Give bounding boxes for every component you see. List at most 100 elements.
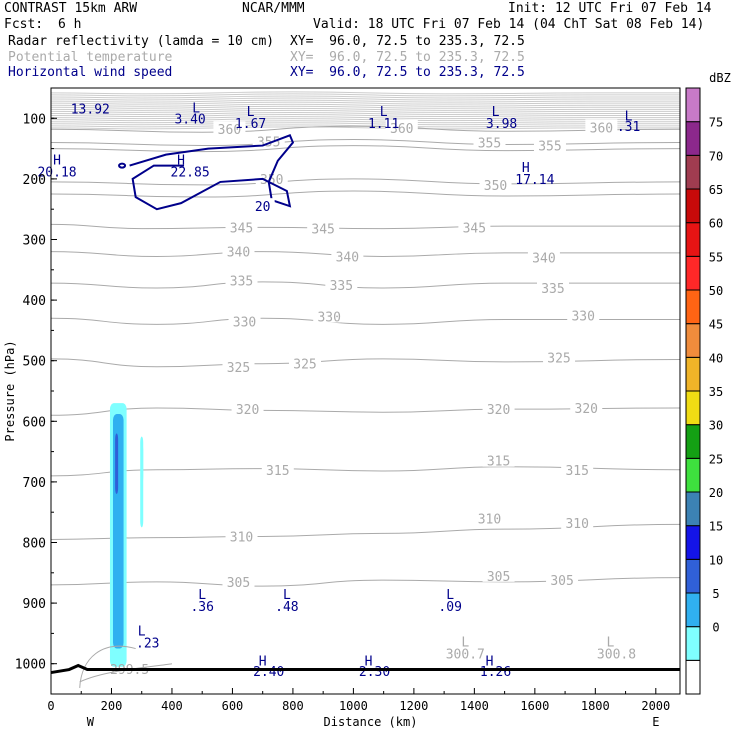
colorbar-swatch [685, 323, 701, 358]
colorbar-swatch [685, 424, 701, 459]
wind-extremum-label: L [283, 588, 291, 603]
theta-label-bg [473, 510, 506, 525]
colorbar-label: 15 [709, 520, 723, 534]
wind-extremum-label: H [53, 154, 61, 169]
x-tick-label: 400 [161, 699, 183, 713]
theta-label-bg [385, 119, 418, 134]
x-tick-label: 200 [101, 699, 123, 713]
wind-extremum-label: 3.40 [174, 112, 205, 127]
wind-extremum-label: H [259, 655, 267, 670]
theta-label-bg [585, 119, 618, 134]
theta-upper-label: 355 [538, 140, 561, 155]
x-tick-label: 1600 [520, 699, 549, 713]
theta-stack-line [50, 105, 680, 109]
wind-extremum-label: L [192, 101, 200, 116]
x-tick-label: 1400 [460, 699, 489, 713]
theta-contour-label: 340 [336, 250, 359, 265]
theta-contour-label: 325 [293, 358, 316, 373]
wind-extremum-label: 1.67 [235, 117, 266, 132]
colorbar-swatch [685, 491, 701, 527]
y-tick-label: 200 [23, 173, 46, 188]
theta-contour-label: 320 [236, 403, 259, 418]
field-wind-speed-xy: XY= 96.0, 72.5 to 235.3, 72.5 [290, 65, 525, 80]
theta-contour-label: 340 [532, 252, 555, 267]
wind-extremum-label: 1.26 [480, 665, 511, 680]
theta-stack-line [50, 107, 680, 111]
init-time: Init: 12 UTC Fri 07 Feb 14 [508, 1, 712, 16]
theta-surface-label: 300.8 [597, 648, 636, 663]
colorbar-label: 25 [709, 452, 723, 466]
colorbar-unit: dBZ [709, 71, 731, 85]
field-wind-speed: Horizontal wind speed [8, 65, 173, 80]
theta-label-bg [213, 121, 246, 136]
theta-stack-line [50, 116, 680, 120]
theta-contour-330 [50, 317, 680, 325]
colorbar-swatch [685, 356, 701, 392]
wind-extremum-label: .48 [275, 600, 298, 615]
theta-contour-label: 330 [233, 315, 256, 330]
theta-label-bg [225, 219, 258, 234]
wind-extremum-label: H [177, 154, 185, 169]
wind-extremum-label: L [492, 105, 500, 120]
y-tick-label: 400 [23, 294, 46, 309]
x-axis-label: Distance (km) [324, 715, 418, 729]
wind-contour-label: 20 [255, 200, 271, 215]
theta-label-bg [307, 220, 340, 235]
colorbar-label: 70 [709, 149, 723, 163]
west-label: W [87, 715, 95, 729]
theta-contour-label: 320 [575, 402, 598, 417]
colorbar-label: 5 [712, 587, 719, 601]
wind-extremum-label: L [247, 105, 255, 120]
theta-label-bg [561, 515, 594, 530]
wind-extremum-label: H [365, 655, 373, 670]
theta-contour-label: 345 [463, 221, 486, 236]
theta-contour-label: 345 [230, 221, 253, 236]
x-tick-label: 600 [222, 699, 244, 713]
theta-upper-label: 350 [484, 179, 507, 194]
colorbar-swatch [685, 154, 701, 190]
colorbar-swatch [685, 87, 701, 123]
theta-stack-line [50, 97, 680, 101]
theta-label-bg [313, 308, 346, 323]
theta-contour-310 [50, 523, 681, 540]
field-potential-temperature: Potential temperature [8, 50, 173, 65]
theta-contour-315 [50, 466, 681, 477]
theta-label-bg [458, 219, 491, 234]
x-tick-label: 1800 [581, 699, 610, 713]
theta-upper-line [50, 145, 681, 153]
field-reflectivity: Radar reflectivity (lamda = 10 cm) [8, 34, 275, 49]
theta-upper-label: 360 [590, 121, 613, 136]
colorbar-label: 75 [709, 116, 723, 130]
theta-contour-label: 315 [487, 455, 510, 470]
colorbar-label: 60 [709, 217, 723, 231]
theta-contour-label: 345 [311, 223, 334, 238]
x-tick-label: 2000 [641, 699, 670, 713]
organization: NCAR/MMM [242, 1, 305, 16]
x-tick-label: 1200 [399, 699, 428, 713]
colorbar-swatch [685, 222, 701, 257]
theta-label-bg [533, 137, 566, 152]
wind-extremum-label: .36 [190, 600, 213, 615]
theta-upper-label: 355 [478, 137, 501, 152]
reflectivity-cell [112, 414, 124, 649]
theta-contour-label: 305 [550, 574, 573, 589]
y-axis-label: Pressure (hPa) [3, 340, 17, 441]
theta-label-bg [543, 349, 576, 364]
theta-stack-line [50, 99, 680, 103]
y-tick-label: 600 [23, 415, 46, 430]
theta-label-bg [567, 307, 600, 322]
colorbar-swatch [685, 558, 701, 594]
east-label: E [652, 715, 659, 729]
colorbar-swatch [685, 390, 701, 426]
theta-upper-line [50, 190, 681, 198]
theta-contour-340 [50, 251, 680, 257]
theta-label-bg [536, 279, 569, 294]
theta-contour-label: 310 [565, 517, 588, 532]
theta-label-bg [231, 401, 264, 416]
y-tick-label: 900 [23, 597, 46, 612]
theta-label-bg [222, 358, 255, 373]
y-tick-label: 800 [23, 537, 46, 552]
theta-surface-label: L [607, 635, 615, 650]
theta-contour-label: 305 [487, 570, 510, 585]
theta-label-bg [527, 249, 560, 264]
